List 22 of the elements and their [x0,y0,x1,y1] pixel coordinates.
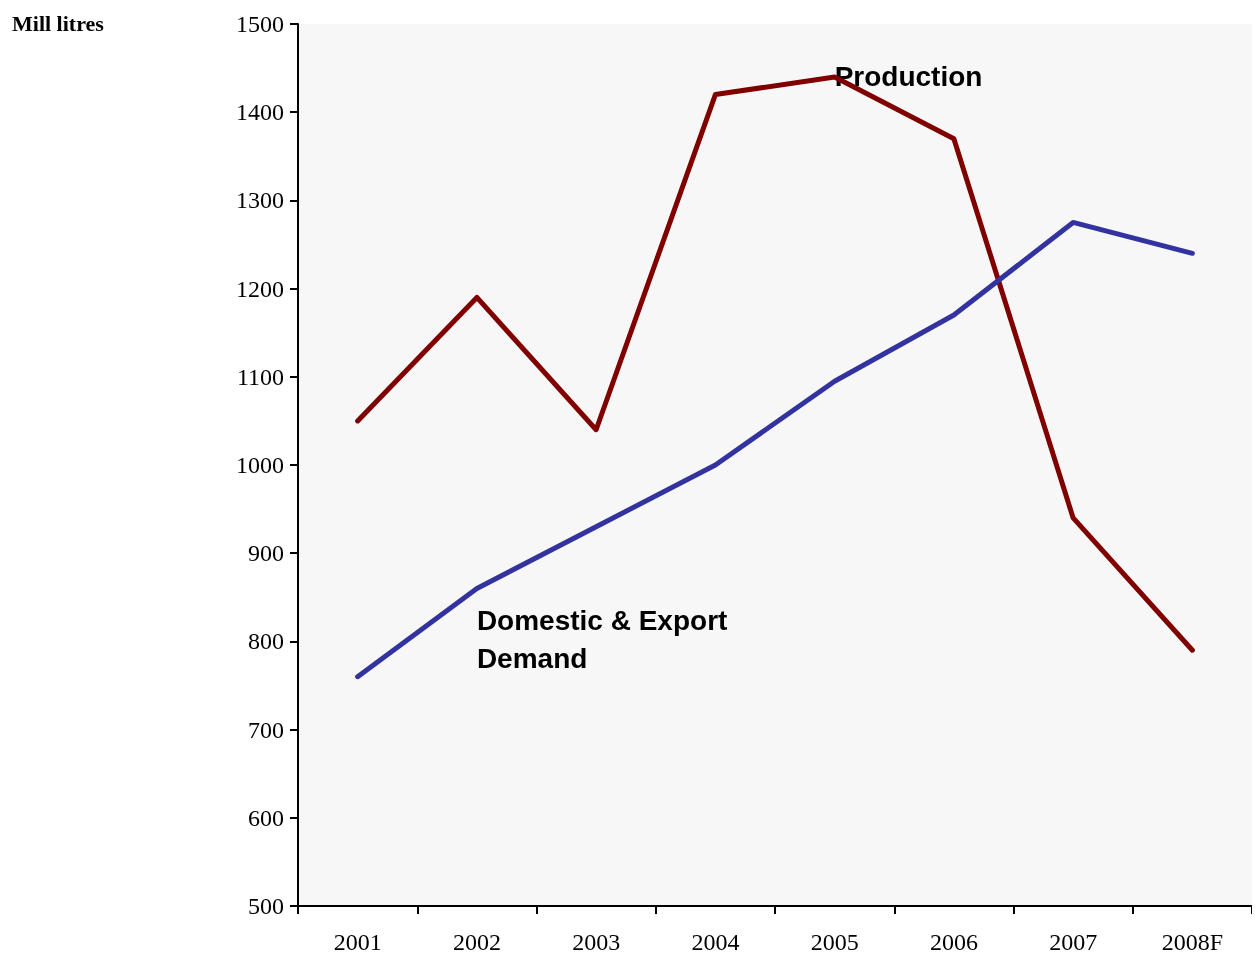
x-tick-label: 2006 [929,929,978,955]
y-tick-label: 1100 [236,363,284,390]
x-tick-label: 2008F [1161,929,1224,955]
y-tick-label: 900 [248,540,284,567]
y-tick-label: 700 [248,716,284,743]
annotation: Domestic & Export Demand [476,605,728,675]
y-tick-label: 1500 [236,11,284,37]
x-tick-label: 2004 [691,929,740,955]
annotation: Production [834,61,983,93]
y-tick-label: 1000 [236,452,284,478]
x-tick-label: 2001 [333,929,382,955]
x-tick-label: 2007 [1049,929,1098,955]
y-tick-label: 1300 [236,187,284,214]
x-tick-label: 2005 [810,929,859,955]
x-tick-label: 2002 [452,929,501,955]
y-tick-label: 1200 [236,275,284,302]
x-tick-label: 2003 [572,929,621,955]
y-tick-label: 500 [248,893,284,919]
y-tick-label: 1400 [236,99,284,126]
y-tick-label: 800 [248,628,284,655]
text: Mill litres [12,10,105,36]
y-tick-label: 600 [248,804,284,831]
